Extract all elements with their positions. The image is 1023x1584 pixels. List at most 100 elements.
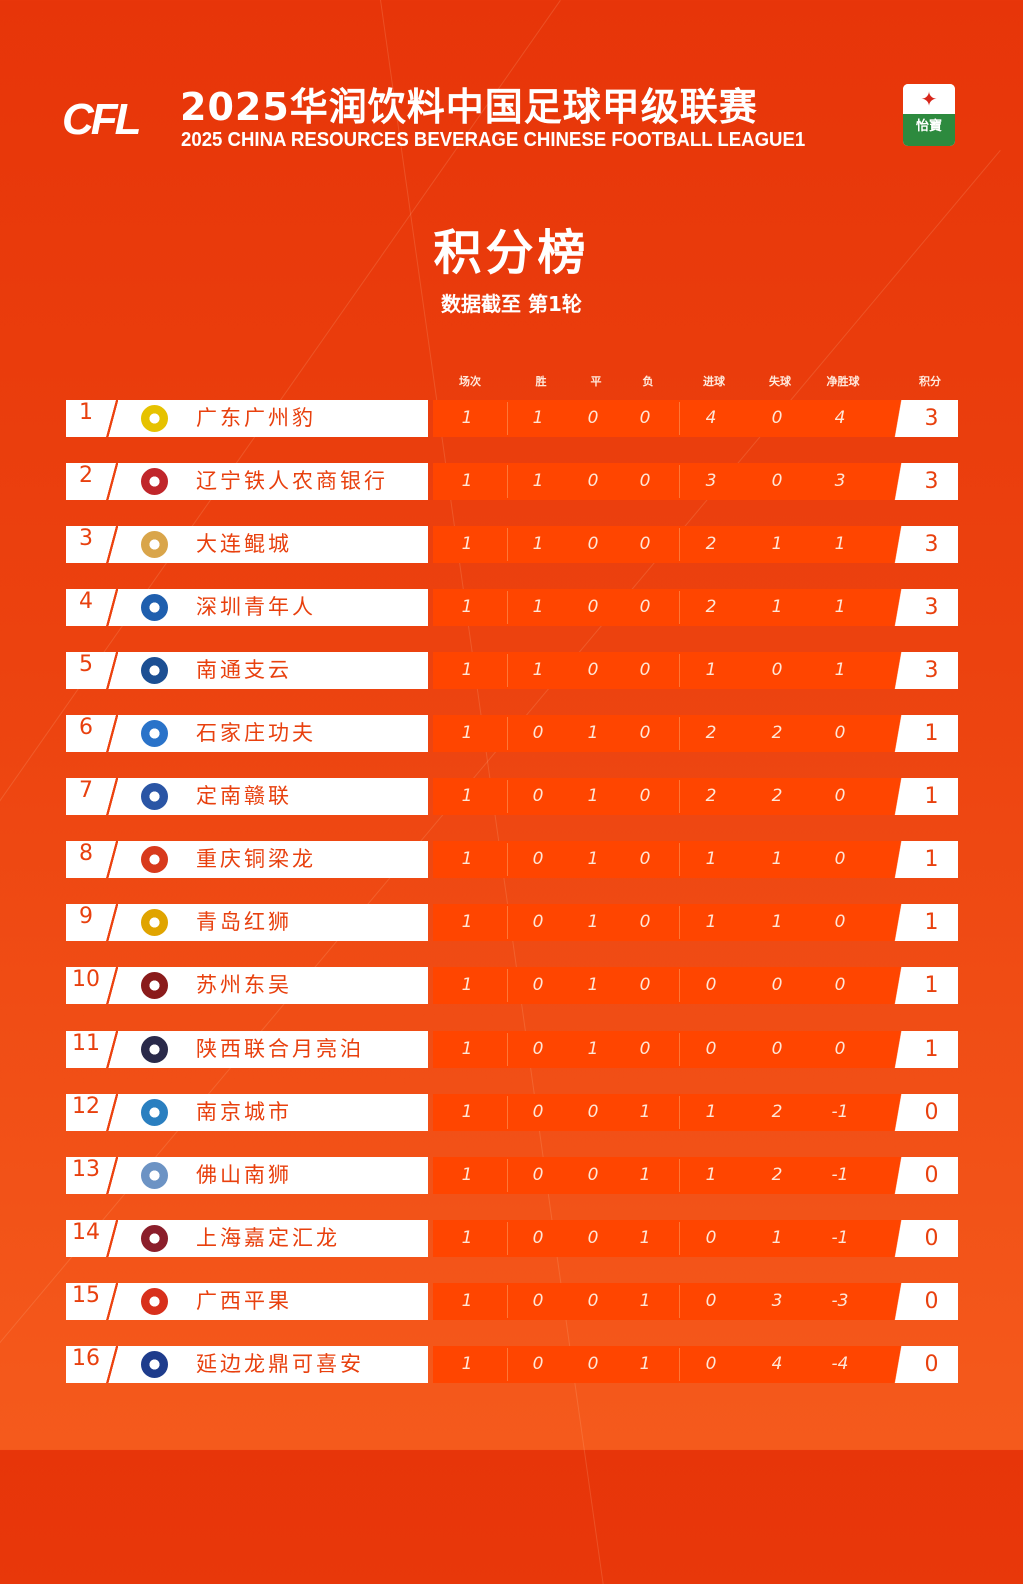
team-crest-icon [141,909,168,937]
stat-gd: 0 [834,723,846,744]
divider [679,843,680,877]
divider [507,591,508,625]
rank: 4 [79,589,93,615]
divider [679,1158,680,1192]
divider [507,1032,508,1066]
team-cell: 9 青岛红狮 [66,904,428,942]
stat-gf: 1 [705,849,717,870]
stats-band: 1 0 1 0 2 2 0 [433,715,883,753]
stat-gf: 0 [705,1290,717,1311]
team-name: 南通支云 [196,658,292,683]
stat-d: 1 [587,1038,599,1059]
rank: 9 [79,904,93,930]
team-cell: 2 辽宁铁人农商银行 [66,463,428,501]
divider [507,1284,508,1318]
rank: 12 [72,1093,100,1119]
divider [679,1221,680,1255]
team-cell: 16 延边龙鼎可喜安 [66,1345,428,1383]
stat-l: 0 [639,1038,651,1059]
table-row: 3 大连鲲城 1 1 0 0 2 1 1 3 [66,526,958,564]
stat-w: 0 [532,1164,544,1185]
points: 3 [924,406,939,431]
team-cell: 14 上海嘉定汇龙 [66,1219,428,1257]
points-cell: 3 [883,589,958,627]
stat-l: 0 [639,408,651,428]
stats-band: 1 0 0 1 0 3 -3 [433,1282,883,1320]
stats-band: 1 0 1 0 1 1 0 [433,904,883,942]
stat-w: 1 [532,534,544,555]
stat-gf: 0 [705,1227,717,1248]
table-row: 13 佛山南狮 1 0 0 1 1 2 -1 0 [66,1156,958,1194]
stats-band: 1 0 1 0 1 1 0 [433,841,883,879]
stat-d: 0 [587,534,599,555]
stat-played: 1 [461,1290,473,1311]
divider [106,1156,118,1194]
sponsor-text: 怡寶 [903,114,955,146]
league-title-en: 2025 CHINA RESOURCES BEVERAGE CHINESE FO… [181,129,806,151]
stats-band: 1 0 1 0 0 0 0 [433,1030,883,1068]
points: 1 [924,1036,939,1062]
cfl-logo: CFL [62,95,142,144]
stat-d: 0 [587,1101,599,1122]
stat-gd: -1 [831,1101,849,1122]
column-header: 净胜球 [826,375,860,388]
stat-gf: 1 [705,660,717,681]
stat-ga: 1 [771,912,783,933]
team-name: 上海嘉定汇龙 [196,1225,340,1250]
divider [679,717,680,751]
stat-w: 0 [532,723,544,744]
rank: 15 [72,1282,100,1308]
divider [106,589,118,627]
stat-d: 0 [587,471,599,492]
divider [507,843,508,877]
stat-l: 0 [639,660,651,681]
team-name: 佛山南狮 [196,1162,292,1187]
points: 3 [924,658,939,684]
column-header: 场次 [459,375,481,388]
league-title-cn: 2025华润饮料中国足球甲级联赛 [180,85,758,129]
points-cell: 1 [883,715,958,753]
team-crest-icon [141,1161,168,1189]
stat-played: 1 [461,912,473,933]
stat-played: 1 [461,975,473,996]
stat-gf: 3 [705,471,717,492]
stat-played: 1 [461,408,473,428]
points: 1 [924,847,939,873]
rank: 3 [79,526,93,552]
rank: 10 [72,967,100,993]
stat-gf: 4 [705,408,717,428]
points-cell: 3 [883,526,958,564]
stat-gf: 2 [705,534,717,555]
team-name: 广东广州豹 [196,406,316,430]
stat-played: 1 [461,660,473,681]
stat-w: 0 [532,975,544,996]
divider [106,652,118,690]
divider [106,1345,118,1383]
stat-w: 0 [532,912,544,933]
stat-played: 1 [461,786,473,807]
divider [679,1095,680,1129]
divider [507,1158,508,1192]
divider [106,715,118,753]
stat-gd: 0 [834,975,846,996]
divider [507,1347,508,1381]
stat-l: 1 [639,1227,651,1248]
points-cell: 1 [883,841,958,879]
stat-gd: 0 [834,849,846,870]
divider [507,528,508,562]
stat-ga: 0 [771,660,783,681]
page-title: 积分榜 [433,225,590,281]
divider [106,1219,118,1257]
stat-gd: -1 [831,1227,849,1248]
points: 1 [924,721,939,747]
column-header: 进球 [703,375,725,388]
table-row: 12 南京城市 1 0 0 1 1 2 -1 0 [66,1093,958,1131]
stat-w: 1 [532,660,544,681]
stat-ga: 0 [771,975,783,996]
stat-d: 0 [587,1290,599,1311]
stats-band: 1 1 0 0 3 0 3 [433,463,883,501]
team-crest-icon [141,720,168,748]
stat-ga: 1 [771,597,783,618]
stat-ga: 3 [771,1290,783,1311]
